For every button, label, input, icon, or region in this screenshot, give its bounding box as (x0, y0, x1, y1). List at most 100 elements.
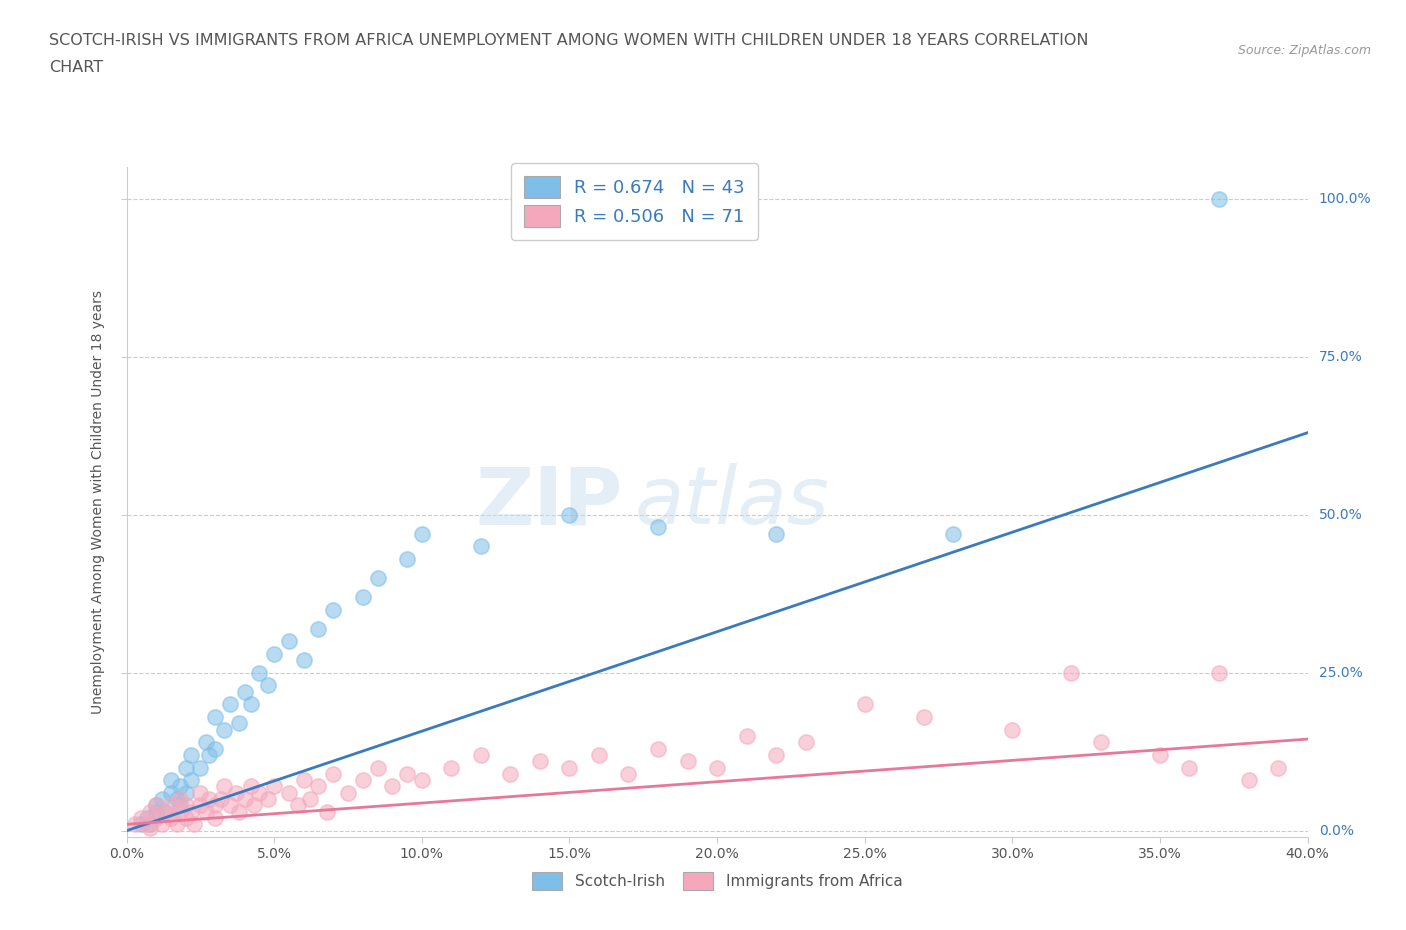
Point (166, 791, 188, 806)
Point (278, 633, 301, 648)
Point (136, 811, 159, 826)
Point (247, 785, 270, 800)
Point (853, 697, 876, 711)
Point (499, 766, 522, 781)
Point (322, 602, 344, 617)
Point (150, 817, 173, 831)
Point (278, 785, 301, 800)
Point (396, 766, 419, 781)
Point (198, 748, 221, 763)
Point (195, 735, 218, 750)
Point (1267, 760, 1289, 775)
Text: 50.0%: 50.0% (1319, 508, 1362, 522)
Text: Source: ZipAtlas.com: Source: ZipAtlas.com (1237, 44, 1371, 57)
Point (735, 728, 758, 743)
Point (159, 773, 183, 788)
Point (204, 811, 226, 826)
Point (322, 766, 344, 781)
Point (942, 526, 965, 541)
Text: 75.0%: 75.0% (1319, 350, 1362, 364)
Point (136, 817, 159, 831)
Point (366, 760, 388, 775)
Point (219, 798, 242, 813)
Point (1237, 773, 1260, 788)
Point (166, 817, 188, 831)
Point (150, 791, 173, 806)
Point (124, 817, 146, 831)
Point (159, 798, 183, 813)
Point (440, 760, 463, 775)
Point (912, 710, 935, 724)
Point (1178, 760, 1201, 775)
Point (794, 735, 817, 750)
Point (381, 779, 404, 794)
Point (366, 571, 388, 586)
Point (287, 798, 309, 813)
Point (204, 798, 226, 813)
Point (292, 653, 315, 668)
Text: ZIP: ZIP (475, 463, 623, 541)
Point (212, 723, 235, 737)
Point (159, 811, 183, 826)
Point (647, 520, 669, 535)
Point (470, 748, 492, 763)
Point (145, 798, 167, 813)
Point (153, 804, 176, 819)
Text: CHART: CHART (49, 60, 103, 75)
Point (411, 526, 433, 541)
Point (529, 753, 551, 768)
Point (204, 710, 226, 724)
Point (765, 748, 787, 763)
Point (292, 773, 315, 788)
Point (129, 817, 153, 831)
Point (242, 798, 264, 813)
Y-axis label: Unemployment Among Women with Children Under 18 years: Unemployment Among Women with Children U… (91, 290, 105, 714)
Point (169, 779, 191, 794)
Point (1149, 748, 1171, 763)
Point (174, 760, 197, 775)
Point (1060, 665, 1083, 680)
Point (1208, 192, 1230, 206)
Point (204, 741, 226, 756)
Point (307, 779, 329, 794)
Point (180, 804, 202, 819)
Point (396, 551, 419, 566)
Point (352, 773, 374, 788)
Point (1090, 735, 1112, 750)
Point (183, 817, 205, 831)
Point (1001, 723, 1024, 737)
Point (228, 716, 250, 731)
Point (153, 804, 176, 819)
Legend: Scotch-Irish, Immigrants from Africa: Scotch-Irish, Immigrants from Africa (526, 866, 908, 897)
Point (219, 697, 242, 711)
Point (239, 697, 262, 711)
Point (558, 508, 581, 523)
Point (676, 753, 699, 768)
Point (139, 804, 162, 819)
Point (588, 748, 610, 763)
Point (180, 773, 202, 788)
Point (169, 798, 191, 813)
Point (233, 684, 256, 699)
Point (180, 748, 202, 763)
Point (209, 791, 232, 806)
Point (139, 817, 162, 831)
Point (239, 779, 262, 794)
Point (225, 785, 247, 800)
Point (228, 804, 250, 819)
Point (174, 811, 197, 826)
Point (188, 785, 211, 800)
Point (411, 773, 433, 788)
Point (198, 791, 221, 806)
Point (159, 785, 183, 800)
Point (145, 804, 167, 819)
Point (139, 820, 162, 835)
Point (316, 804, 339, 819)
Point (188, 798, 211, 813)
Point (247, 665, 270, 680)
Point (470, 539, 492, 554)
Point (307, 621, 329, 636)
Point (169, 791, 191, 806)
Text: SCOTCH-IRISH VS IMMIGRANTS FROM AFRICA UNEMPLOYMENT AMONG WOMEN WITH CHILDREN UN: SCOTCH-IRISH VS IMMIGRANTS FROM AFRICA U… (49, 33, 1088, 47)
Point (233, 791, 256, 806)
